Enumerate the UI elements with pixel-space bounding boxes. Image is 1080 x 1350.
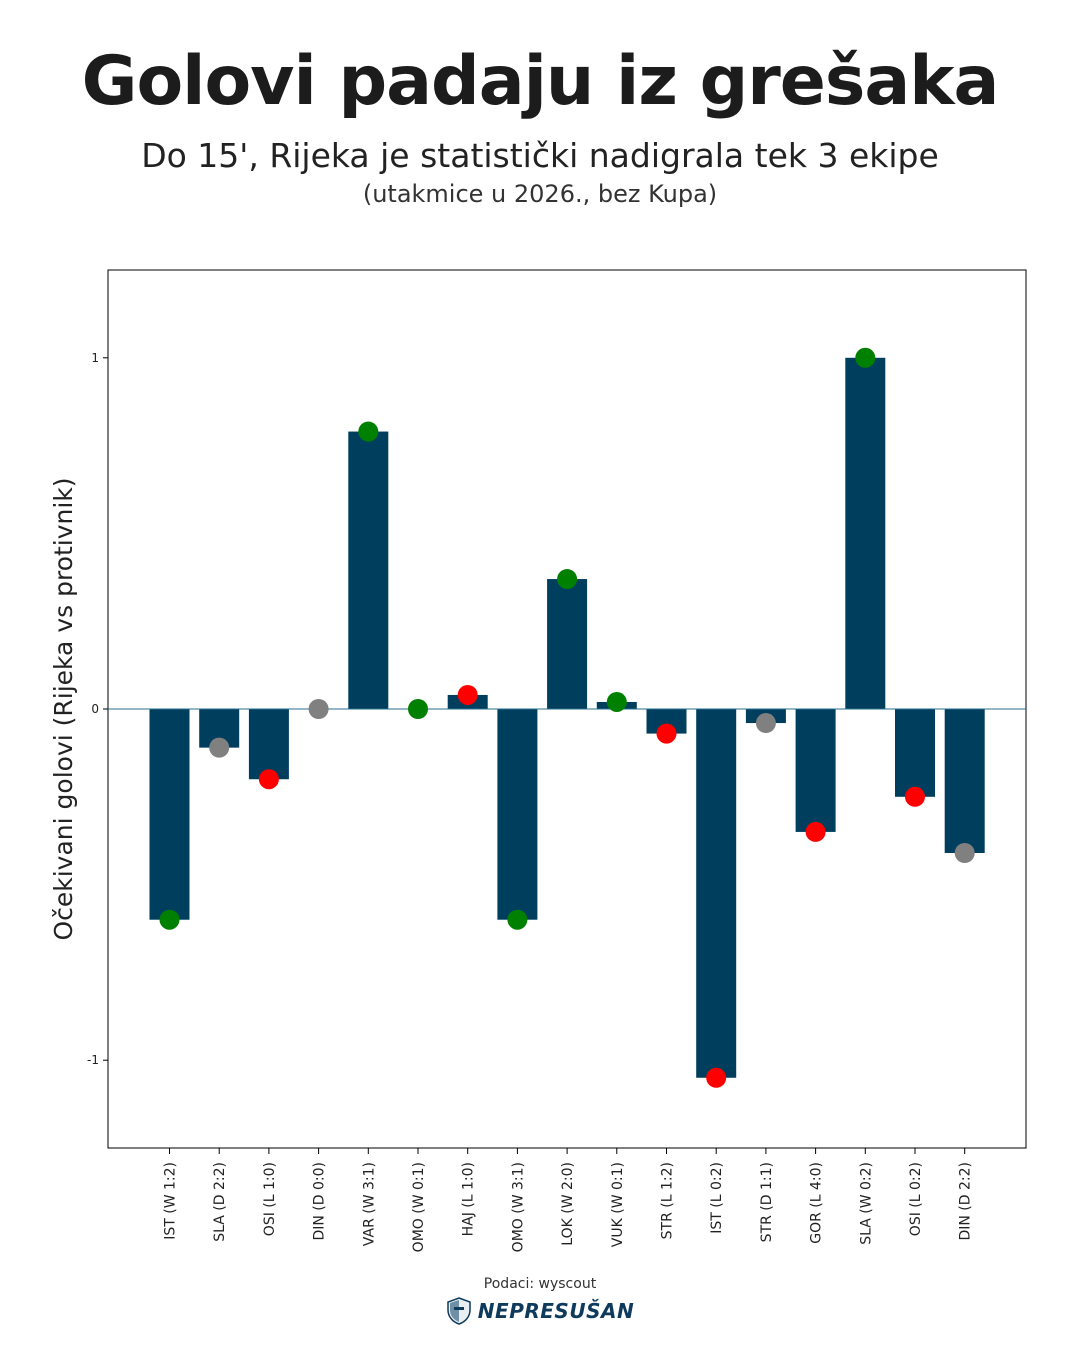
x-tick-label: LOK (W 2:0) bbox=[560, 1162, 576, 1246]
x-tick-label: DIN (D 0:0) bbox=[312, 1162, 328, 1241]
bar-chart: -1 0 1 Očekivani golovi (Rijeka vs protivni… bbox=[49, 269, 1027, 1252]
x-tick-label: STR (D 1:1) bbox=[759, 1162, 775, 1242]
bar bbox=[944, 709, 985, 853]
result-marker bbox=[954, 842, 975, 863]
bar bbox=[696, 709, 737, 1078]
chart-subtitle: Do 15', Rijeka je statistički nadigrala … bbox=[141, 136, 939, 175]
x-tick-label: OSI (L 0:2) bbox=[908, 1162, 924, 1236]
brand-name: NEPRESUŠAN bbox=[477, 1299, 635, 1323]
bar bbox=[248, 709, 289, 780]
x-tick-label: IST (W 1:2) bbox=[163, 1162, 179, 1240]
bar bbox=[149, 709, 190, 920]
result-marker bbox=[805, 821, 826, 842]
result-marker bbox=[159, 909, 180, 930]
x-tick-label: VUK (W 0:1) bbox=[610, 1162, 626, 1247]
result-marker bbox=[408, 699, 428, 719]
result-marker bbox=[358, 421, 379, 442]
x-tick-label: OMO (W 3:1) bbox=[510, 1162, 526, 1252]
y-axis-label: Očekivani golovi (Rijeka vs protivnik) bbox=[49, 477, 78, 940]
x-tick-label: OSI (L 1:0) bbox=[262, 1162, 278, 1236]
result-marker bbox=[755, 713, 776, 734]
bar bbox=[348, 431, 389, 709]
result-marker bbox=[457, 684, 478, 705]
shield-icon bbox=[447, 1297, 471, 1325]
result-marker bbox=[656, 723, 677, 744]
bar bbox=[547, 579, 588, 709]
bar bbox=[795, 709, 836, 832]
result-marker bbox=[855, 347, 876, 368]
result-marker bbox=[905, 786, 925, 807]
result-marker bbox=[606, 691, 627, 712]
chart-title: Golovi padaju iz grešaka bbox=[81, 42, 1000, 121]
x-tick-label: GOR (L 4:0) bbox=[809, 1162, 825, 1244]
x-tick-label: VAR (W 3:1) bbox=[361, 1162, 377, 1246]
result-marker bbox=[308, 699, 329, 719]
result-marker bbox=[557, 569, 578, 590]
x-tick-label: OMO (W 0:1) bbox=[411, 1162, 427, 1252]
bar bbox=[895, 709, 935, 797]
data-source: Podaci: wyscout bbox=[483, 1276, 597, 1292]
x-tick-label: SLA (W 0:2) bbox=[858, 1162, 874, 1245]
bar bbox=[497, 709, 538, 920]
x-tick-label: IST (L 0:2) bbox=[709, 1162, 725, 1234]
result-marker bbox=[507, 909, 528, 930]
result-marker bbox=[209, 737, 230, 758]
x-tick-label: SLA (D 2:2) bbox=[212, 1162, 228, 1242]
x-tick-label: STR (L 1:2) bbox=[660, 1162, 676, 1239]
chart-note: (utakmice u 2026., bez Kupa) bbox=[362, 180, 718, 208]
bar bbox=[845, 357, 886, 709]
result-marker bbox=[258, 769, 279, 790]
y-tick-label: 0 bbox=[91, 702, 99, 716]
x-tick-label: DIN (D 2:2) bbox=[958, 1162, 974, 1241]
y-tick-label: -1 bbox=[87, 1053, 99, 1067]
x-tick-label: HAJ (L 1:0) bbox=[461, 1162, 477, 1236]
result-marker bbox=[706, 1067, 727, 1088]
brand-logo: NEPRESUŠAN bbox=[0, 1297, 1080, 1325]
y-tick-label: 1 bbox=[91, 351, 99, 365]
